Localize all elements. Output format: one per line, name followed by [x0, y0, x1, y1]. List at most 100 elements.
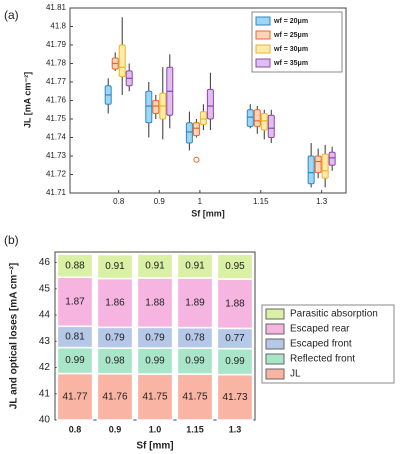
- box: [314, 155, 322, 174]
- y-tick-label: 41.79: [46, 40, 67, 49]
- bar-segment: [216, 373, 254, 421]
- data-label: 1.88: [145, 297, 165, 308]
- legend-label: Escaped front: [290, 339, 352, 350]
- y-tick-label: 41.71: [46, 188, 67, 197]
- x-axis-label: Sf [mm]: [191, 208, 225, 218]
- panel-label: (a): [4, 8, 19, 22]
- bar-segment: [136, 347, 174, 375]
- y-tick-label: 43: [39, 336, 51, 347]
- x-axis-label: Sf [mm]: [136, 441, 173, 452]
- y-tick-label: 41.77: [46, 77, 67, 86]
- data-label: 0.98: [105, 356, 125, 367]
- y-tick-label: 41.75: [46, 114, 67, 123]
- data-label: 41.77: [62, 391, 87, 402]
- data-label: 1.89: [185, 297, 205, 308]
- data-label: 41.75: [182, 392, 207, 403]
- bar-segment: [56, 253, 94, 278]
- x-tick-label: 1.15: [253, 197, 269, 206]
- legend-label: Parasitic absorption: [290, 309, 378, 320]
- legend-swatch: [265, 323, 285, 335]
- legend-label: wf = 30μm: [273, 46, 308, 53]
- data-label: 0.88: [65, 260, 85, 271]
- box: [199, 111, 207, 126]
- bar-segment: [96, 373, 134, 421]
- data-label: 0.99: [65, 355, 85, 366]
- y-tick-label: 41: [39, 388, 51, 399]
- data-label: 0.91: [145, 261, 165, 272]
- box: [145, 90, 153, 124]
- box: [192, 122, 200, 137]
- data-label: 0.91: [185, 261, 205, 272]
- y-tick-label: 41.72: [46, 170, 67, 179]
- data-label: 0.81: [65, 332, 85, 343]
- y-tick-label: 41.76: [46, 96, 67, 105]
- box: [246, 109, 254, 127]
- legend-label: Reflected front: [290, 354, 355, 365]
- x-tick-label: 1.0: [149, 424, 162, 434]
- box: [118, 44, 126, 77]
- legend-label: wf = 25μm: [273, 32, 308, 39]
- legend-label: Escaped rear: [290, 324, 350, 335]
- box: [307, 155, 315, 185]
- box: [185, 122, 193, 144]
- y-tick-label: 41.73: [46, 151, 67, 160]
- data-label: 0.99: [185, 356, 205, 367]
- bar-segment: [176, 253, 214, 279]
- legend-swatch: [265, 368, 285, 380]
- x-tick-label: 1: [198, 197, 203, 206]
- data-label: 41.75: [142, 392, 167, 403]
- data-label: 1.88: [225, 298, 245, 309]
- data-label: 1.86: [105, 298, 125, 309]
- bar-segment: [56, 346, 94, 375]
- legend-label: wf = 20μm: [273, 18, 308, 25]
- data-label: 0.99: [145, 356, 165, 367]
- outlier: [193, 156, 200, 163]
- box: [328, 151, 336, 166]
- x-tick-label: 0.8: [113, 197, 125, 206]
- legend-swatch: [255, 58, 271, 68]
- data-label: 0.99: [225, 356, 245, 367]
- y-tick-label: 41.81: [46, 3, 67, 12]
- x-tick-label: 0.9: [109, 424, 122, 434]
- data-label: 0.95: [225, 261, 245, 272]
- y-tick-label: 45: [39, 283, 51, 294]
- x-tick-label: 0.8: [69, 424, 82, 434]
- data-label: 0.79: [145, 332, 165, 343]
- legend-swatch: [265, 338, 285, 350]
- box: [321, 153, 329, 179]
- y-tick-label: 42: [39, 362, 51, 373]
- legend-swatch: [265, 353, 285, 365]
- legend-label: JL: [290, 369, 301, 380]
- y-tick-label: 46: [39, 257, 51, 268]
- bar-segment: [176, 373, 214, 421]
- y-tick-label: 41.74: [46, 133, 67, 142]
- bar-segment: [136, 253, 174, 279]
- data-label: 41.76: [102, 392, 127, 403]
- bar-segment: [96, 253, 134, 280]
- x-tick-label: 1.15: [186, 424, 204, 434]
- box: [253, 109, 261, 127]
- data-label: 0.78: [185, 332, 205, 343]
- legend-swatch: [255, 30, 271, 40]
- bar-segment: [216, 253, 254, 280]
- box: [260, 112, 268, 131]
- y-axis-label: JL and optical loses [mA cm⁻²]: [9, 263, 20, 409]
- data-label: 0.79: [105, 332, 125, 343]
- bar-segment: [176, 347, 214, 375]
- y-tick-label: 40: [39, 415, 51, 426]
- x-tick-label: 1.3: [229, 424, 242, 434]
- data-label: 41.73: [222, 392, 247, 403]
- y-tick-label: 41.8: [50, 22, 66, 31]
- legend-swatch: [255, 16, 271, 26]
- box: [206, 88, 214, 120]
- y-tick-label: 41.78: [46, 59, 67, 68]
- box: [267, 114, 275, 139]
- data-label: 0.91: [105, 261, 125, 272]
- x-tick-label: 0.9: [154, 197, 166, 206]
- legend-swatch: [255, 44, 271, 54]
- y-tick-label: 44: [39, 310, 51, 321]
- legend-swatch: [265, 308, 285, 320]
- legend-label: wf = 35μm: [273, 60, 308, 67]
- data-label: 0.77: [225, 333, 245, 344]
